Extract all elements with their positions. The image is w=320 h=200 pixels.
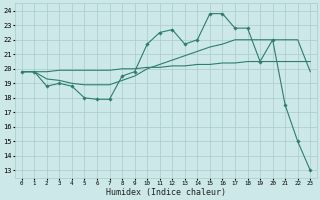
X-axis label: Humidex (Indice chaleur): Humidex (Indice chaleur) xyxy=(106,188,226,197)
